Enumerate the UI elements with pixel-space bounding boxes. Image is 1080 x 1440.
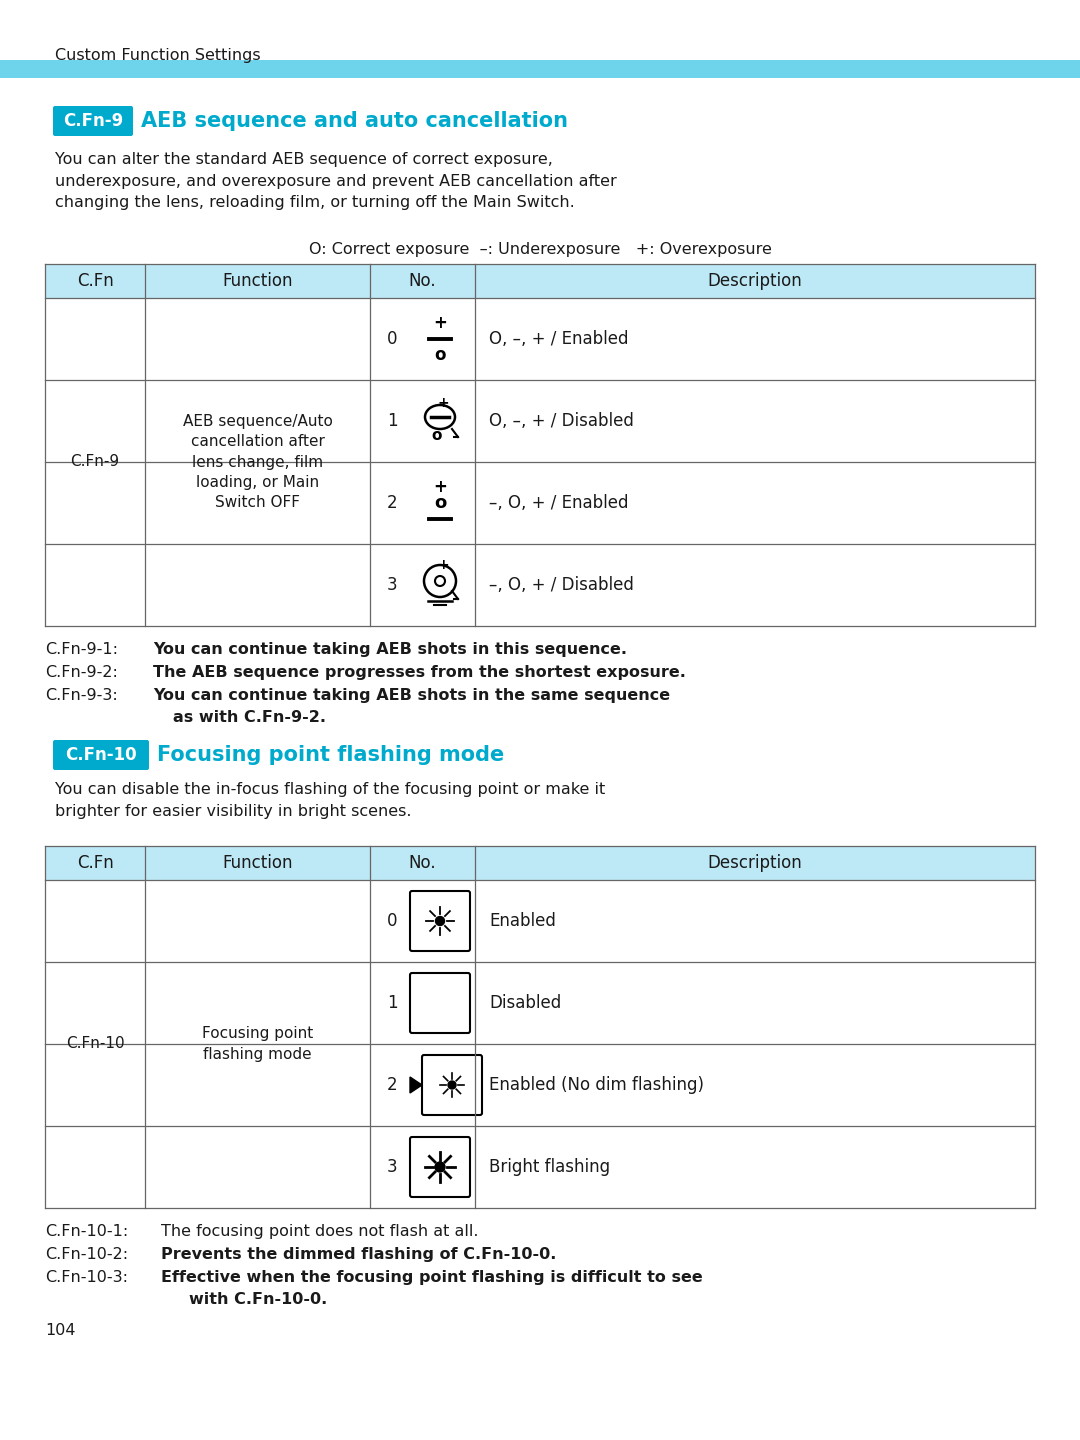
FancyBboxPatch shape (410, 973, 470, 1032)
Bar (45, 845, 1035, 1208)
Text: Description: Description (707, 854, 802, 873)
Text: Bright flashing: Bright flashing (489, 1158, 610, 1176)
Text: Effective when the focusing point flashing is difficult to see: Effective when the focusing point flashi… (161, 1270, 703, 1284)
Text: Function: Function (222, 272, 293, 289)
Text: 104: 104 (45, 1323, 76, 1338)
Text: Enabled (No dim flashing): Enabled (No dim flashing) (489, 1076, 704, 1094)
Text: o: o (434, 346, 446, 364)
Text: 2: 2 (387, 1076, 397, 1094)
Text: –, O, + / Disabled: –, O, + / Disabled (489, 576, 634, 593)
Text: Custom Function Settings: Custom Function Settings (55, 48, 260, 63)
Text: o: o (432, 428, 442, 442)
Text: 0: 0 (387, 912, 397, 930)
Text: AEB sequence and auto cancellation: AEB sequence and auto cancellation (141, 111, 568, 131)
Text: +: + (437, 396, 449, 410)
Circle shape (435, 1162, 445, 1172)
Text: +: + (433, 314, 447, 333)
Text: Focusing point flashing mode: Focusing point flashing mode (157, 744, 504, 765)
Text: 1: 1 (387, 994, 397, 1012)
Text: C.Fn-10: C.Fn-10 (66, 1037, 124, 1051)
Circle shape (448, 1081, 456, 1089)
Text: C.Fn-9: C.Fn-9 (63, 112, 123, 130)
Text: C.Fn-10: C.Fn-10 (65, 746, 137, 765)
Text: 0: 0 (387, 330, 397, 348)
Text: C.Fn: C.Fn (77, 854, 113, 873)
Text: C.Fn-10-2:: C.Fn-10-2: (45, 1247, 129, 1261)
Text: You can continue taking AEB shots in the same sequence: You can continue taking AEB shots in the… (153, 688, 670, 703)
Text: Disabled: Disabled (489, 994, 562, 1012)
Text: You can alter the standard AEB sequence of correct exposure,
underexposure, and : You can alter the standard AEB sequence … (55, 153, 617, 210)
Text: Focusing point
flashing mode: Focusing point flashing mode (202, 1027, 313, 1061)
FancyBboxPatch shape (53, 740, 149, 770)
Text: C.Fn-9: C.Fn-9 (70, 455, 120, 469)
Text: O: Correct exposure  –: Underexposure   +: Overexposure: O: Correct exposure –: Underexposure +: … (309, 242, 771, 256)
FancyBboxPatch shape (422, 1056, 482, 1115)
Text: No.: No. (408, 854, 436, 873)
Text: 1: 1 (387, 412, 397, 431)
Circle shape (435, 916, 445, 926)
Text: o: o (434, 494, 446, 513)
Text: You can disable the in-focus flashing of the focusing point or make it
brighter : You can disable the in-focus flashing of… (55, 782, 605, 818)
Text: O, –, + / Enabled: O, –, + / Enabled (489, 330, 629, 348)
Polygon shape (410, 1077, 422, 1093)
Bar (45, 264, 1035, 626)
Text: C.Fn-10-3:: C.Fn-10-3: (45, 1270, 129, 1284)
Text: –, O, + / Enabled: –, O, + / Enabled (489, 494, 629, 513)
Text: Description: Description (707, 272, 802, 289)
Text: C.Fn: C.Fn (77, 272, 113, 289)
Text: No.: No. (408, 272, 436, 289)
Text: You can continue taking AEB shots in this sequence.: You can continue taking AEB shots in thi… (153, 642, 627, 657)
Text: C.Fn-10-1:: C.Fn-10-1: (45, 1224, 129, 1238)
Text: +: + (437, 557, 449, 572)
Bar (45, 845, 1035, 880)
Text: 2: 2 (387, 494, 397, 513)
Text: C.Fn-9-3:: C.Fn-9-3: (45, 688, 118, 703)
Text: The focusing point does not flash at all.: The focusing point does not flash at all… (161, 1224, 478, 1238)
Text: as with C.Fn-9-2.: as with C.Fn-9-2. (173, 710, 326, 724)
Text: O, –, + / Disabled: O, –, + / Disabled (489, 412, 634, 431)
Text: C.Fn-9-2:: C.Fn-9-2: (45, 665, 118, 680)
Text: +: + (433, 478, 447, 495)
Text: C.Fn-9-1:: C.Fn-9-1: (45, 642, 118, 657)
Bar (45, 264, 1035, 298)
Text: 3: 3 (387, 1158, 397, 1176)
FancyBboxPatch shape (53, 107, 133, 135)
Text: AEB sequence/Auto
cancellation after
lens change, film
loading, or Main
Switch O: AEB sequence/Auto cancellation after len… (183, 413, 333, 510)
Text: Function: Function (222, 854, 293, 873)
Text: with C.Fn-10-0.: with C.Fn-10-0. (189, 1292, 327, 1308)
Text: Prevents the dimmed flashing of C.Fn-10-0.: Prevents the dimmed flashing of C.Fn-10-… (161, 1247, 556, 1261)
FancyBboxPatch shape (410, 891, 470, 950)
Bar (0, 60, 1080, 78)
Text: 3: 3 (387, 576, 397, 593)
Text: The AEB sequence progresses from the shortest exposure.: The AEB sequence progresses from the sho… (153, 665, 686, 680)
FancyBboxPatch shape (410, 1138, 470, 1197)
Text: Enabled: Enabled (489, 912, 556, 930)
